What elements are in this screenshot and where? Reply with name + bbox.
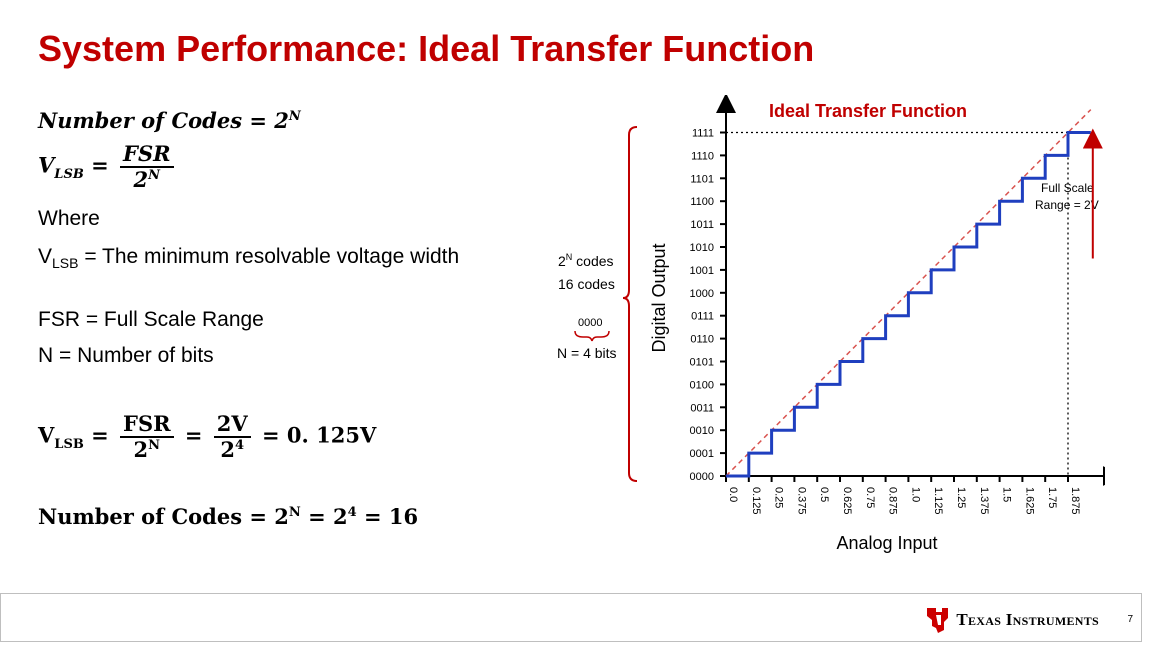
codes-ex-a: 2 (274, 504, 289, 529)
vlsb-den-exp: N (148, 168, 161, 184)
x-tick-label: 1.875 (1069, 487, 1081, 515)
code-bracket (622, 126, 638, 482)
x-tick-label: 0.875 (887, 487, 899, 515)
codes-annotation-line1: 2N codes (558, 252, 614, 269)
y-tick-label: 1000 (690, 288, 714, 300)
ex-sub: LSB (54, 436, 84, 452)
fsr-definition: FSR = Full Scale Range (38, 308, 264, 331)
y-tick-label: 1111 (692, 128, 714, 140)
ex-den-2: 2 (220, 437, 236, 463)
x-tick-label: 0.625 (841, 487, 853, 515)
vlsb-definition: VLSB = The minimum resolvable voltage wi… (38, 243, 468, 277)
full-scale-label-2: Range = 2V (1035, 198, 1099, 212)
ti-logo-text: Texas Instruments (956, 610, 1099, 629)
y-tick-label: 1001 (690, 265, 714, 277)
codes-formula-exp: N (288, 109, 301, 124)
y-axis-label: Digital Output (649, 243, 669, 352)
x-tick-label: 0.75 (864, 487, 876, 508)
vlsb-formula-sub: LSB (54, 166, 84, 182)
vlsb-formula-v: V (38, 152, 55, 178)
codes-example: Number of Codes = 2N = 24 = 16 (38, 504, 419, 529)
vlsb-formula: VLSB = FSR 2N (38, 141, 178, 193)
ex-den-1-exp: N (148, 438, 161, 454)
x-tick-label: 0.375 (795, 487, 807, 515)
slide-title: System Performance: Ideal Transfer Funct… (38, 28, 815, 69)
codes-formula-lhs: Number of Codes (38, 108, 243, 133)
codes-formula-base: 2 (274, 108, 289, 133)
ti-logo-icon (927, 608, 949, 633)
y-tick-label: 1011 (690, 219, 714, 231)
y-tick-label: 0100 (690, 379, 714, 391)
bits-label: N = 4 bits (557, 345, 617, 361)
vlsb-fraction: FSR 2N (120, 141, 174, 193)
codes-formula: Number of Codes = 2N (38, 108, 301, 133)
x-axis-label: Analog Input (836, 533, 937, 553)
page-number: 7 (1127, 614, 1133, 625)
vlsb-def-sub: LSB (52, 255, 79, 272)
y-tick-label: 1101 (690, 173, 714, 185)
codes-ex-a-exp: N (288, 505, 301, 520)
n-definition: N = Number of bits (38, 344, 214, 367)
codes-ex-b-exp: 4 (347, 505, 357, 520)
ex-fraction-1: FSR 2N (120, 411, 174, 463)
bits-example: 0000 (578, 317, 602, 329)
ti-logo: Texas Instruments (924, 606, 1099, 634)
chart-title: Ideal Transfer Function (769, 101, 967, 121)
y-tick-label: 1100 (690, 196, 714, 208)
ex-result: 0. 125V (286, 422, 377, 448)
vlsb-denominator: 2 (133, 167, 149, 193)
vlsb-numerator: FSR (120, 141, 174, 169)
x-tick-label: 0.125 (750, 487, 762, 515)
codes-annotation-line2: 16 codes (558, 276, 615, 292)
vlsb-def-text: = The minimum resolvable voltage width (78, 245, 460, 268)
y-tick-label: 0111 (691, 311, 714, 323)
vlsb-example: VLSB = FSR 2N = 2V 24 = 0. 125V (38, 411, 377, 463)
y-tick-label: 0001 (690, 448, 714, 460)
ex-den-2-exp: 4 (235, 438, 245, 454)
x-tick-label: 1.75 (1046, 487, 1058, 508)
x-tick-label: 1.125 (932, 487, 944, 515)
vlsb-def-prefix: V (38, 245, 53, 268)
x-tick-label: 0.5 (818, 487, 830, 502)
x-tick-label: 1.5 (1001, 487, 1013, 502)
y-tick-label: 0010 (690, 425, 714, 437)
slide-footer: Texas Instruments 7 (0, 593, 1142, 642)
transfer-function-chart: Ideal Transfer Function Digital Output A… (557, 95, 1105, 553)
y-tick-label: 0011 (690, 402, 714, 414)
y-tick-label: 0000 (690, 471, 714, 483)
x-tick-label: 1.625 (1023, 487, 1035, 515)
y-tick-label: 1110 (691, 150, 714, 162)
x-tick-label: 0.0 (727, 487, 739, 502)
x-tick-label: 1.0 (909, 487, 921, 502)
ex-num-2: 2V (213, 411, 251, 439)
y-tick-label: 0110 (690, 334, 714, 346)
ex-num-1: FSR (120, 411, 174, 439)
y-tick-label: 0101 (690, 357, 714, 369)
x-tick-label: 0.25 (773, 487, 785, 508)
ex-den-1: 2 (133, 437, 149, 463)
codes-ex-b: 2 (333, 504, 348, 529)
x-tick-label: 1.375 (978, 487, 990, 515)
transfer-step-line (726, 131, 1091, 478)
y-tick-label: 1010 (690, 242, 714, 254)
codes-ex-lhs: Number of Codes (38, 504, 243, 529)
where-label: Where (38, 207, 100, 230)
bits-brace (574, 330, 610, 342)
x-tick-label: 1.25 (955, 487, 967, 508)
codes-ex-result: 16 (388, 504, 419, 529)
ex-v: V (38, 422, 55, 448)
ex-fraction-2: 2V 24 (213, 411, 251, 463)
